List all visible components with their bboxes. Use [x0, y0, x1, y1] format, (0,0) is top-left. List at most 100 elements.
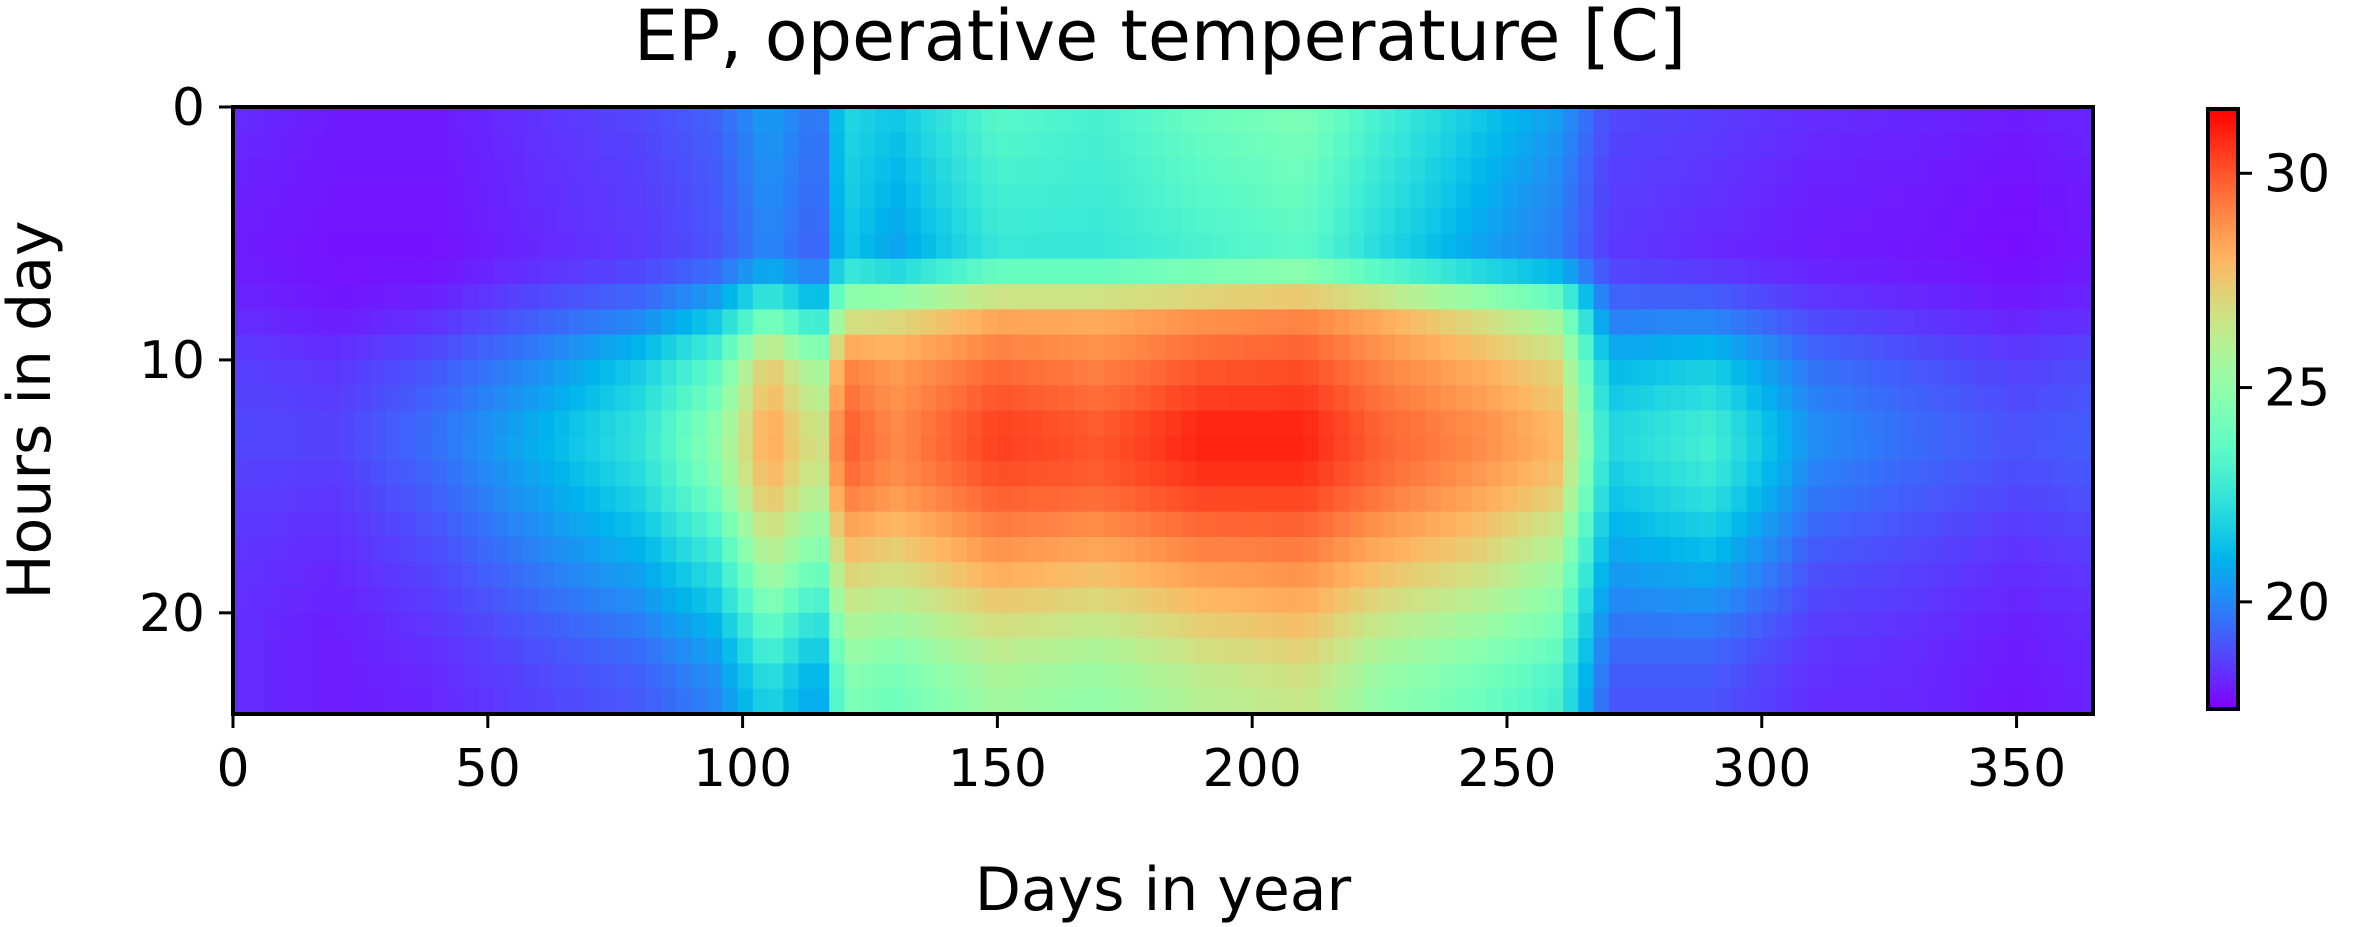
- heatmap-cell: [676, 258, 693, 285]
- heatmap-cell: [1456, 688, 1472, 715]
- heatmap-cell: [691, 208, 708, 235]
- heatmap-cell: [569, 233, 586, 260]
- heatmap-cell: [1746, 562, 1763, 589]
- heatmap-cell: [1043, 612, 1060, 639]
- heatmap-cell: [1547, 663, 1564, 690]
- heatmap-cell: [309, 612, 326, 639]
- heatmap-cell: [1410, 309, 1427, 336]
- x-axis: 0 50 100 150 200 250 300 350: [216, 714, 2066, 799]
- heatmap-cell: [2021, 157, 2038, 184]
- heatmap-cell: [1654, 638, 1671, 665]
- heatmap-cell: [1746, 385, 1763, 412]
- heatmap-cell: [2082, 663, 2094, 690]
- heatmap-cell: [890, 511, 907, 538]
- heatmap-cell: [385, 638, 402, 665]
- heatmap-cell: [722, 359, 739, 386]
- heatmap-cell: [462, 208, 479, 235]
- heatmap-cell: [829, 688, 846, 715]
- heatmap-cell: [1838, 182, 1855, 209]
- heatmap-cell: [1257, 562, 1274, 589]
- heatmap-cell: [401, 385, 418, 412]
- heatmap-cell: [1624, 688, 1641, 715]
- heatmap-cell: [477, 258, 494, 285]
- heatmap-cell: [1211, 511, 1228, 538]
- heatmap-cell: [2067, 663, 2084, 690]
- heatmap-cell: [1486, 587, 1503, 614]
- heatmap-cell: [401, 663, 418, 690]
- heatmap-cell: [1303, 486, 1320, 513]
- heatmap-cell: [523, 309, 540, 336]
- heatmap-cell: [554, 587, 570, 614]
- heatmap-cell: [2021, 688, 2038, 715]
- heatmap-cell: [844, 562, 861, 589]
- heatmap-cell: [1180, 410, 1197, 437]
- heatmap-cell: [1654, 688, 1671, 715]
- heatmap-cell: [1563, 562, 1579, 589]
- heatmap-cell: [1104, 638, 1121, 665]
- heatmap-cell: [1868, 461, 1885, 487]
- heatmap-cell: [1134, 410, 1151, 437]
- heatmap-cell: [1838, 486, 1855, 513]
- heatmap-cell: [492, 334, 509, 361]
- heatmap-cell: [645, 486, 662, 513]
- heatmap-cell: [462, 385, 479, 412]
- heatmap-cell: [233, 688, 249, 715]
- heatmap-cell: [1639, 562, 1656, 589]
- heatmap-cell: [1104, 486, 1121, 513]
- heatmap-cell: [1410, 258, 1427, 285]
- heatmap-cell: [309, 309, 326, 336]
- heatmap-cell: [1073, 359, 1090, 386]
- heatmap-cell: [1349, 461, 1365, 487]
- heatmap-cell: [431, 663, 448, 690]
- heatmap-cell: [1654, 233, 1671, 260]
- heatmap-cell: [1272, 309, 1289, 336]
- heatmap-cell: [1394, 486, 1411, 513]
- heatmap-cell: [1303, 663, 1320, 690]
- heatmap-cell: [1578, 359, 1595, 386]
- heatmap-cell: [1180, 334, 1197, 361]
- heatmap-cell: [584, 258, 601, 285]
- heatmap-cell: [431, 258, 448, 285]
- heatmap-cell: [1991, 536, 2007, 563]
- heatmap-cell: [1333, 385, 1350, 412]
- heatmap-cell: [1287, 208, 1304, 235]
- heatmap-cell: [1241, 663, 1258, 690]
- heatmap-cell: [1777, 182, 1793, 209]
- heatmap-cell: [905, 663, 922, 690]
- heatmap-cell: [370, 208, 387, 235]
- heatmap-cell: [2006, 536, 2023, 563]
- heatmap-cell: [1547, 688, 1564, 715]
- heatmap-cell: [538, 663, 555, 690]
- heatmap-cell: [477, 208, 494, 235]
- heatmap-cell: [1532, 233, 1549, 260]
- heatmap-cell: [645, 612, 662, 639]
- heatmap-cell: [1272, 182, 1289, 209]
- heatmap-cell: [1547, 132, 1564, 159]
- heatmap-cell: [584, 334, 601, 361]
- heatmap-cell: [1761, 435, 1778, 462]
- heatmap-cell: [355, 258, 372, 285]
- heatmap-cell: [1058, 688, 1075, 715]
- heatmap-cell: [599, 410, 616, 437]
- heatmap-cell: [1486, 385, 1503, 412]
- heatmap-cell: [1624, 612, 1641, 639]
- heatmap-cell: [1257, 309, 1274, 336]
- heatmap-cell: [829, 663, 846, 690]
- heatmap-cell: [248, 511, 265, 538]
- heatmap-cell: [278, 688, 295, 715]
- heatmap-cell: [462, 359, 479, 386]
- heatmap-cell: [1012, 435, 1029, 462]
- heatmap-cell: [1104, 284, 1121, 310]
- heatmap-cell: [691, 461, 708, 487]
- heatmap-cell: [1272, 435, 1289, 462]
- heatmap-cell: [1868, 233, 1885, 260]
- heatmap-cell: [1012, 182, 1029, 209]
- heatmap-cell: [936, 359, 953, 386]
- heatmap-cell: [920, 233, 937, 260]
- heatmap-cell: [752, 486, 769, 513]
- y-tick-label: 20: [139, 584, 205, 644]
- heatmap-cell: [1058, 435, 1075, 462]
- heatmap-cell: [1226, 435, 1243, 462]
- heatmap-cell: [569, 511, 586, 538]
- heatmap-cell: [1012, 486, 1029, 513]
